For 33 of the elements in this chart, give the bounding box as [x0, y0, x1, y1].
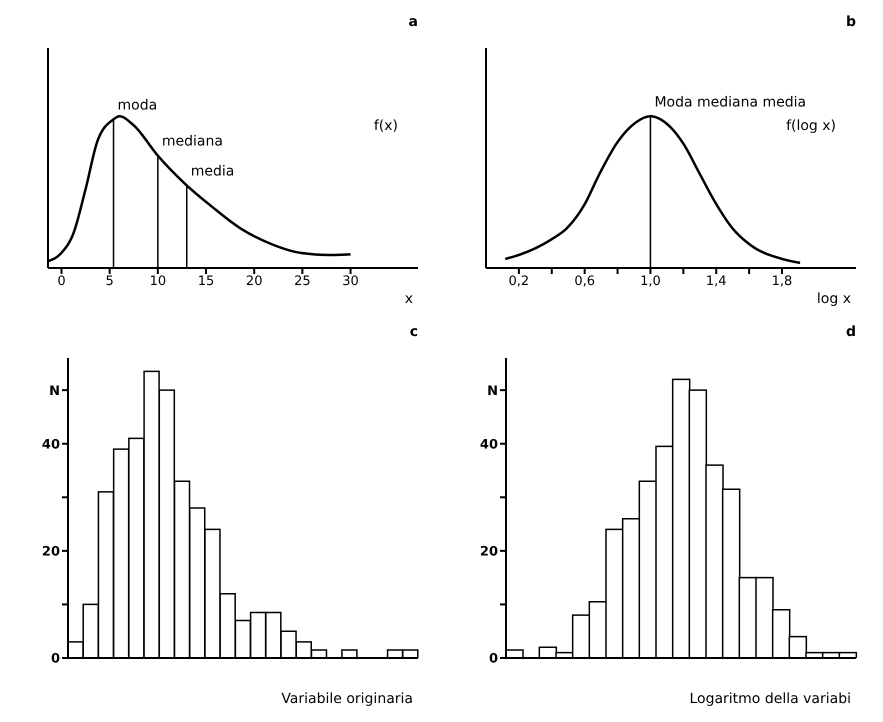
x-tick-label: 5 — [106, 274, 114, 290]
x-tick-label: 30 — [342, 274, 359, 290]
y-tick-label: 20 — [480, 544, 498, 560]
x-tick-label: 25 — [294, 274, 311, 290]
x-tick-label: 10 — [150, 274, 166, 290]
x-axis-title: Logaritmo della variabi — [689, 691, 851, 707]
y-tick-label: 40 — [480, 437, 498, 452]
x-tick-label: 1,8 — [772, 274, 792, 290]
y-tick-label: 0 — [50, 652, 60, 667]
annotation: f(log x) — [786, 118, 836, 134]
ref-line-label: Moda mediana media — [654, 94, 806, 110]
x-tick-label: 1,4 — [706, 274, 727, 290]
x-tick-label: 1,0 — [640, 274, 661, 290]
chart-title: d — [846, 324, 856, 340]
chart-title: c — [410, 324, 418, 340]
x-axis-title: x — [404, 291, 413, 307]
chart-title: a — [408, 14, 418, 30]
x-tick-label: 0,2 — [508, 274, 530, 290]
ref-line-label: mediana — [162, 134, 223, 150]
y-tick-label: 40 — [42, 437, 60, 452]
annotation: f(x) — [374, 118, 398, 134]
x-axis-title: Variabile originaria — [281, 691, 413, 707]
x-tick-label: 20 — [246, 274, 262, 290]
y-tick-label: N — [487, 384, 498, 399]
y-tick-label: 20 — [42, 544, 60, 560]
x-tick-label: 15 — [198, 274, 214, 290]
y-tick-label: 0 — [488, 652, 498, 667]
x-axis-title: log x — [816, 291, 851, 307]
ref-line-label: moda — [118, 97, 158, 114]
chart-title: b — [846, 14, 856, 30]
y-tick-label: N — [49, 384, 60, 399]
x-tick-label: 0,6 — [574, 274, 596, 290]
ref-line-label: media — [190, 163, 234, 180]
